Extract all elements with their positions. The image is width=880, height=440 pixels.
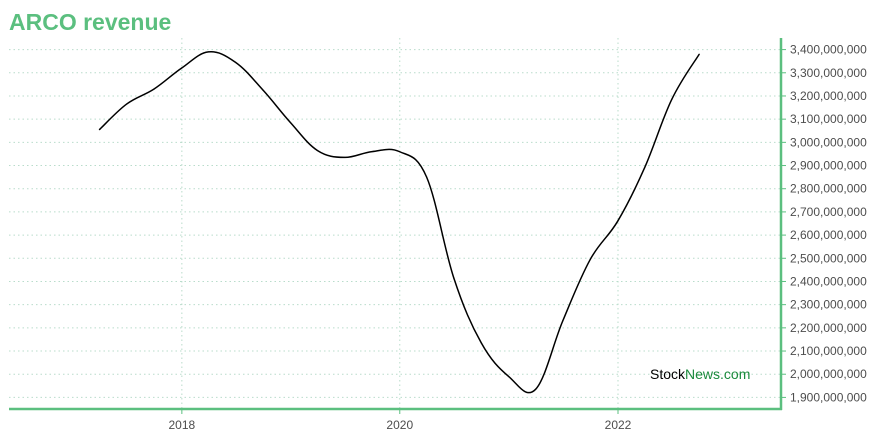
chart-title: ARCO revenue [9,9,172,35]
data-point [153,88,155,90]
y-tick-label: 3,400,000,000 [790,43,867,57]
data-point [535,388,537,390]
data-point [126,103,128,105]
data-point [480,342,482,344]
y-tick-label: 3,100,000,000 [790,112,867,126]
data-point [562,320,564,322]
series-line [98,51,700,394]
y-tick-label: 3,200,000,000 [790,89,867,103]
y-tick-label: 2,900,000,000 [790,159,867,173]
data-point [343,156,346,159]
y-tick-label: 2,100,000,000 [790,344,867,358]
y-tick-label: 2,000,000,000 [790,367,867,381]
data-point [262,89,264,91]
y-tick-label: 2,300,000,000 [790,298,867,312]
data-point [589,258,591,261]
data-point [698,53,700,55]
data-point [643,167,646,169]
data-point [180,67,183,69]
data-point [371,151,373,153]
data-point [426,176,428,178]
y-tick-label: 2,400,000,000 [790,274,867,288]
y-tick-label: 2,700,000,000 [790,205,867,219]
y-tick-label: 2,200,000,000 [790,321,867,335]
watermark-dotcom: .com [720,366,750,382]
axes [9,38,786,414]
data-point [316,149,318,152]
data-point [398,151,401,153]
data-point [234,61,237,63]
x-tick-label: 2020 [386,418,413,432]
x-tick-label: 2022 [605,418,632,432]
x-tick-label: 2018 [168,418,195,432]
y-tick-label: 1,900,000,000 [790,390,867,404]
grid [9,38,781,409]
data-point [617,220,619,222]
data-point [508,375,510,378]
tick-labels: 1,900,000,000 2,000,000,000 2,100,000,000 2… [168,43,867,432]
y-tick-label: 3,300,000,000 [790,66,867,80]
watermark-news: News [685,366,720,382]
y-tick-label: 3,000,000,000 [790,135,867,149]
y-tick-label: 2,800,000,000 [790,182,867,196]
series-layer [98,51,700,394]
y-tick-label: 2,500,000,000 [790,251,867,265]
watermark-stock: Stock [650,366,686,382]
data-point [289,122,292,124]
data-point [98,128,101,131]
data-point [671,98,673,101]
data-point [207,51,210,53]
watermark: StockNews.com [650,366,750,382]
data-point [453,277,455,279]
y-tick-label: 2,600,000,000 [790,228,867,242]
